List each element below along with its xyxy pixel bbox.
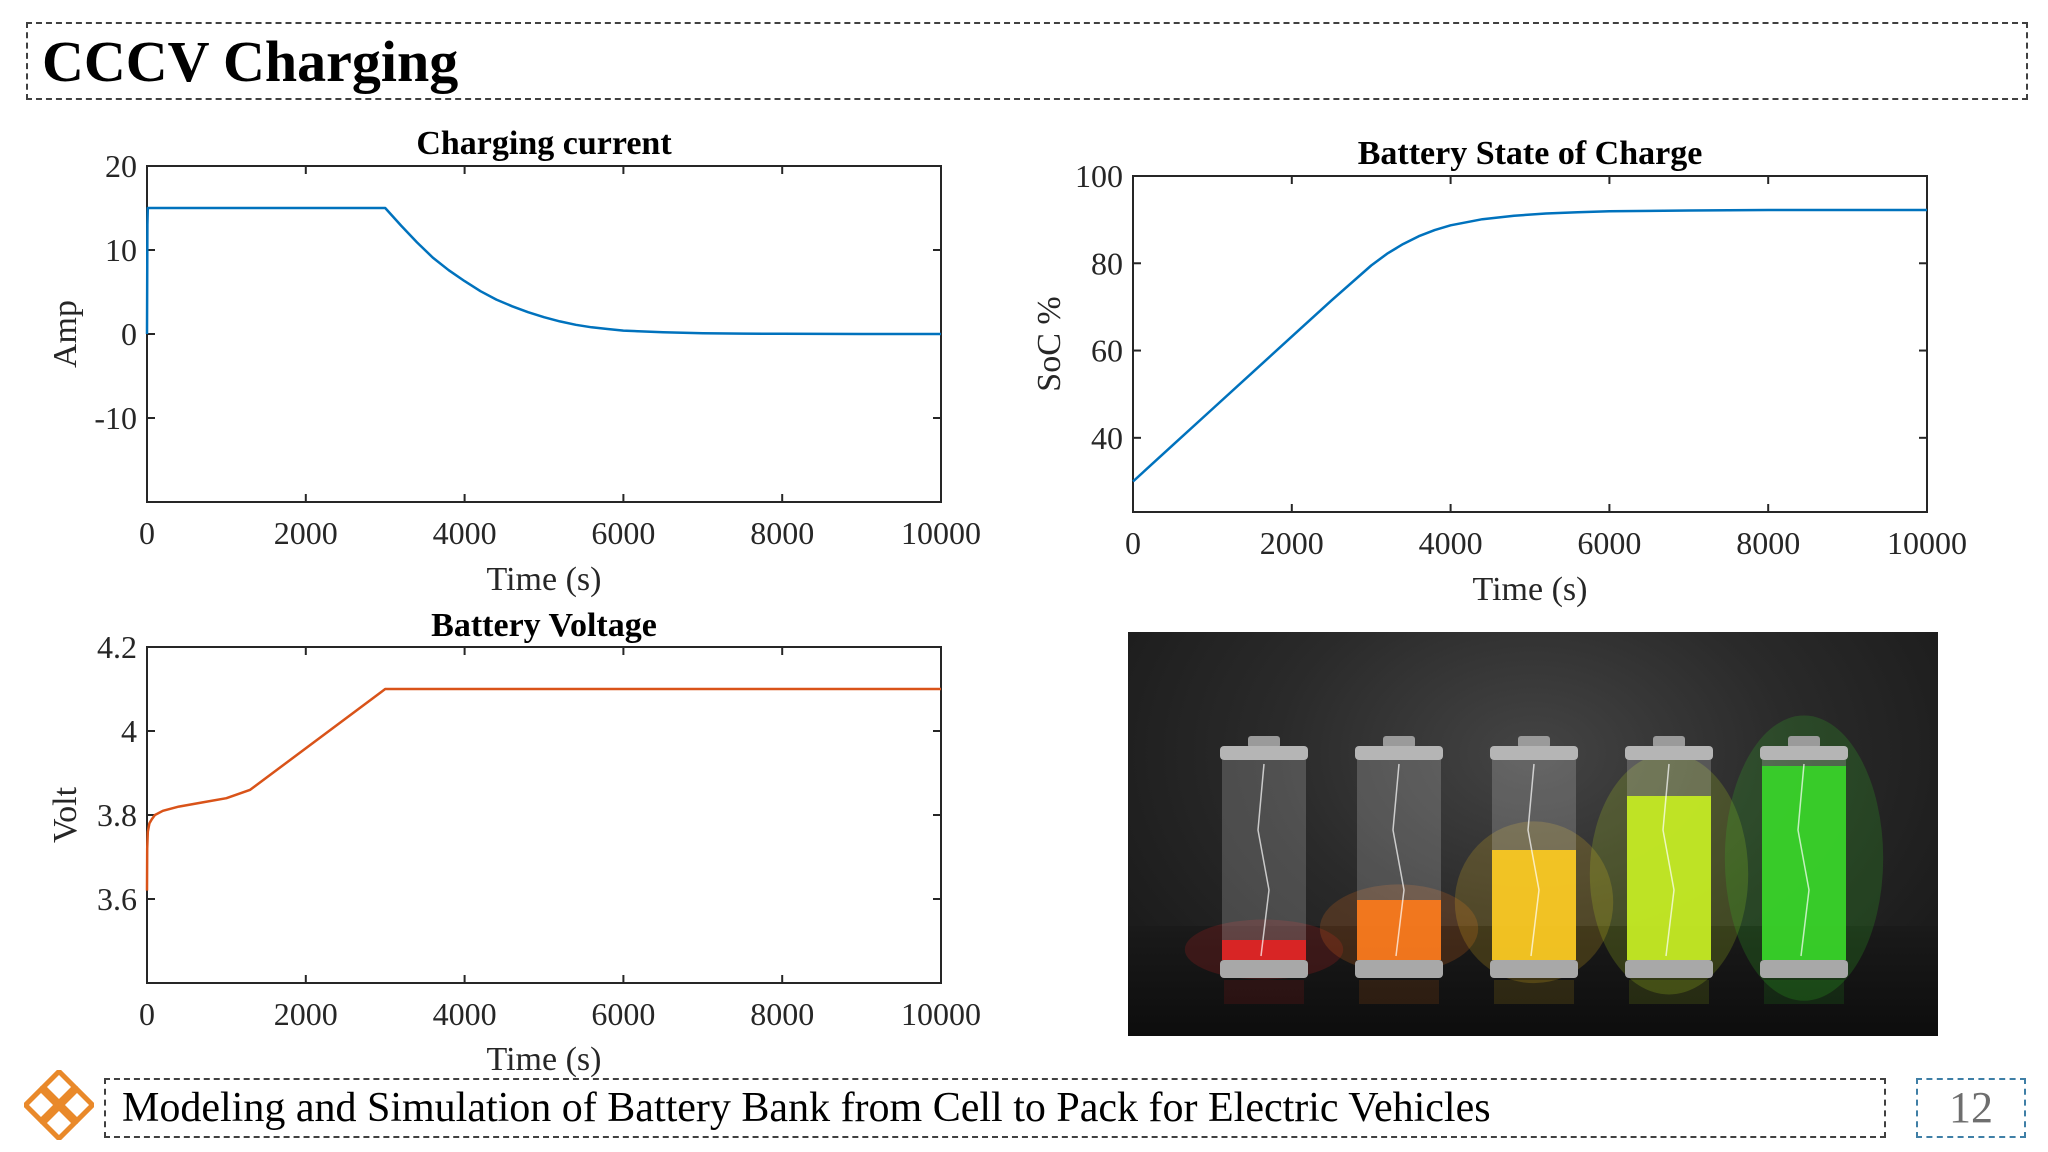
lightning-streak <box>1527 763 1540 957</box>
battery-reflection <box>1764 980 1844 1004</box>
battery-charge-fill <box>1222 940 1306 960</box>
y-tick-label: 3.6 <box>97 881 137 917</box>
battery-top-cap <box>1220 746 1308 760</box>
slide-title: CCCV Charging <box>42 29 459 94</box>
battery-terminal <box>1383 736 1415 748</box>
x-axis-label: Time (s) <box>487 561 602 598</box>
x-tick-label: 0 <box>139 515 155 551</box>
battery-terminal <box>1653 736 1685 748</box>
x-tick-label: 10000 <box>901 996 981 1032</box>
x-tick-label: 10000 <box>1887 525 1967 561</box>
x-tick-label: 2000 <box>274 515 338 551</box>
battery-terminal <box>1248 736 1280 748</box>
y-axis-label: Volt <box>47 786 84 843</box>
battery-reflection <box>1359 980 1439 1004</box>
x-axis-label: Time (s) <box>1473 571 1588 608</box>
page-number: 12 <box>1949 1083 1993 1132</box>
y-tick-label: 4.2 <box>97 629 137 665</box>
x-tick-label: 10000 <box>901 515 981 551</box>
y-tick-label: 4 <box>121 713 137 749</box>
battery-terminal <box>1518 736 1550 748</box>
battery-bottom-cap <box>1220 960 1308 978</box>
battery-top-cap <box>1490 746 1578 760</box>
battery-reflection <box>1224 980 1304 1004</box>
footer-text: Modeling and Simulation of Battery Bank … <box>122 1085 1491 1131</box>
y-tick-label: 80 <box>1091 245 1123 281</box>
y-tick-label: -10 <box>94 400 137 436</box>
lightning-streak <box>1392 763 1405 957</box>
logo-icon <box>24 1070 94 1140</box>
lightning-streak <box>1662 763 1675 957</box>
battery-top-cap <box>1355 746 1443 760</box>
chart-title: Battery Voltage <box>431 607 657 644</box>
x-tick-label: 8000 <box>1736 525 1800 561</box>
chart-title: Charging current <box>416 125 672 162</box>
y-tick-label: 10 <box>105 232 137 268</box>
battery-photo <box>1128 632 1938 1036</box>
page-number-box: 12 <box>1916 1078 2026 1138</box>
battery-cell <box>1319 736 1479 1004</box>
x-tick-label: 8000 <box>750 515 814 551</box>
battery-cell <box>1184 736 1344 1004</box>
lightning-streak <box>1797 763 1810 957</box>
battery-terminal <box>1788 736 1820 748</box>
series-line <box>1132 208 1927 483</box>
x-tick-label: 4000 <box>433 996 497 1032</box>
battery-reflection <box>1629 980 1709 1004</box>
chart-1: 0 2000 4000 6000 8000 10000 -10 0 10 20 Charging c… <box>47 125 981 598</box>
battery-top-cap <box>1625 746 1713 760</box>
battery-bottom-cap <box>1760 960 1848 978</box>
battery-charge-fill <box>1492 850 1576 960</box>
x-tick-label: 2000 <box>274 996 338 1032</box>
slide-title-box: CCCV Charging <box>26 22 2028 100</box>
x-tick-label: 0 <box>1125 525 1141 561</box>
battery-cell <box>1589 736 1749 1004</box>
battery-reflection <box>1494 980 1574 1004</box>
footer-box: Modeling and Simulation of Battery Bank … <box>104 1078 1886 1138</box>
plot-area-frame <box>146 646 942 984</box>
plot-area-frame <box>1132 175 1928 513</box>
chart-2: 0 2000 4000 6000 8000 10000 40 60 80 100 Battery S… <box>1031 135 1967 608</box>
x-tick-label: 6000 <box>1577 525 1641 561</box>
lightning-streak <box>1257 763 1270 957</box>
x-tick-label: 4000 <box>433 515 497 551</box>
series-line <box>145 687 941 891</box>
y-tick-label: 3.8 <box>97 797 137 833</box>
y-tick-label: 60 <box>1091 333 1123 369</box>
x-tick-label: 8000 <box>750 996 814 1032</box>
y-axis-label: Amp <box>47 300 84 368</box>
x-tick-label: 6000 <box>591 515 655 551</box>
battery-cell <box>1454 736 1614 1004</box>
battery-bottom-cap <box>1355 960 1443 978</box>
y-tick-label: 40 <box>1091 420 1123 456</box>
x-tick-label: 2000 <box>1260 525 1324 561</box>
battery-bottom-cap <box>1490 960 1578 978</box>
battery-cell <box>1724 715 1884 1004</box>
chart-3: 0 2000 4000 6000 8000 10000 3.6 3.8 4 4.2 Battery … <box>47 607 981 1078</box>
chart-title: Battery State of Charge <box>1358 135 1703 172</box>
battery-illustration <box>1184 715 1884 1004</box>
y-tick-label: 100 <box>1075 158 1123 194</box>
y-tick-label: 20 <box>105 148 137 184</box>
x-tick-label: 6000 <box>591 996 655 1032</box>
x-tick-label: 4000 <box>1419 525 1483 561</box>
x-tick-label: 0 <box>139 996 155 1032</box>
battery-bottom-cap <box>1625 960 1713 978</box>
y-axis-label: SoC % <box>1031 296 1068 391</box>
battery-top-cap <box>1760 746 1848 760</box>
series-line <box>145 206 941 336</box>
y-tick-label: 0 <box>121 316 137 352</box>
x-axis-label: Time (s) <box>487 1041 602 1078</box>
